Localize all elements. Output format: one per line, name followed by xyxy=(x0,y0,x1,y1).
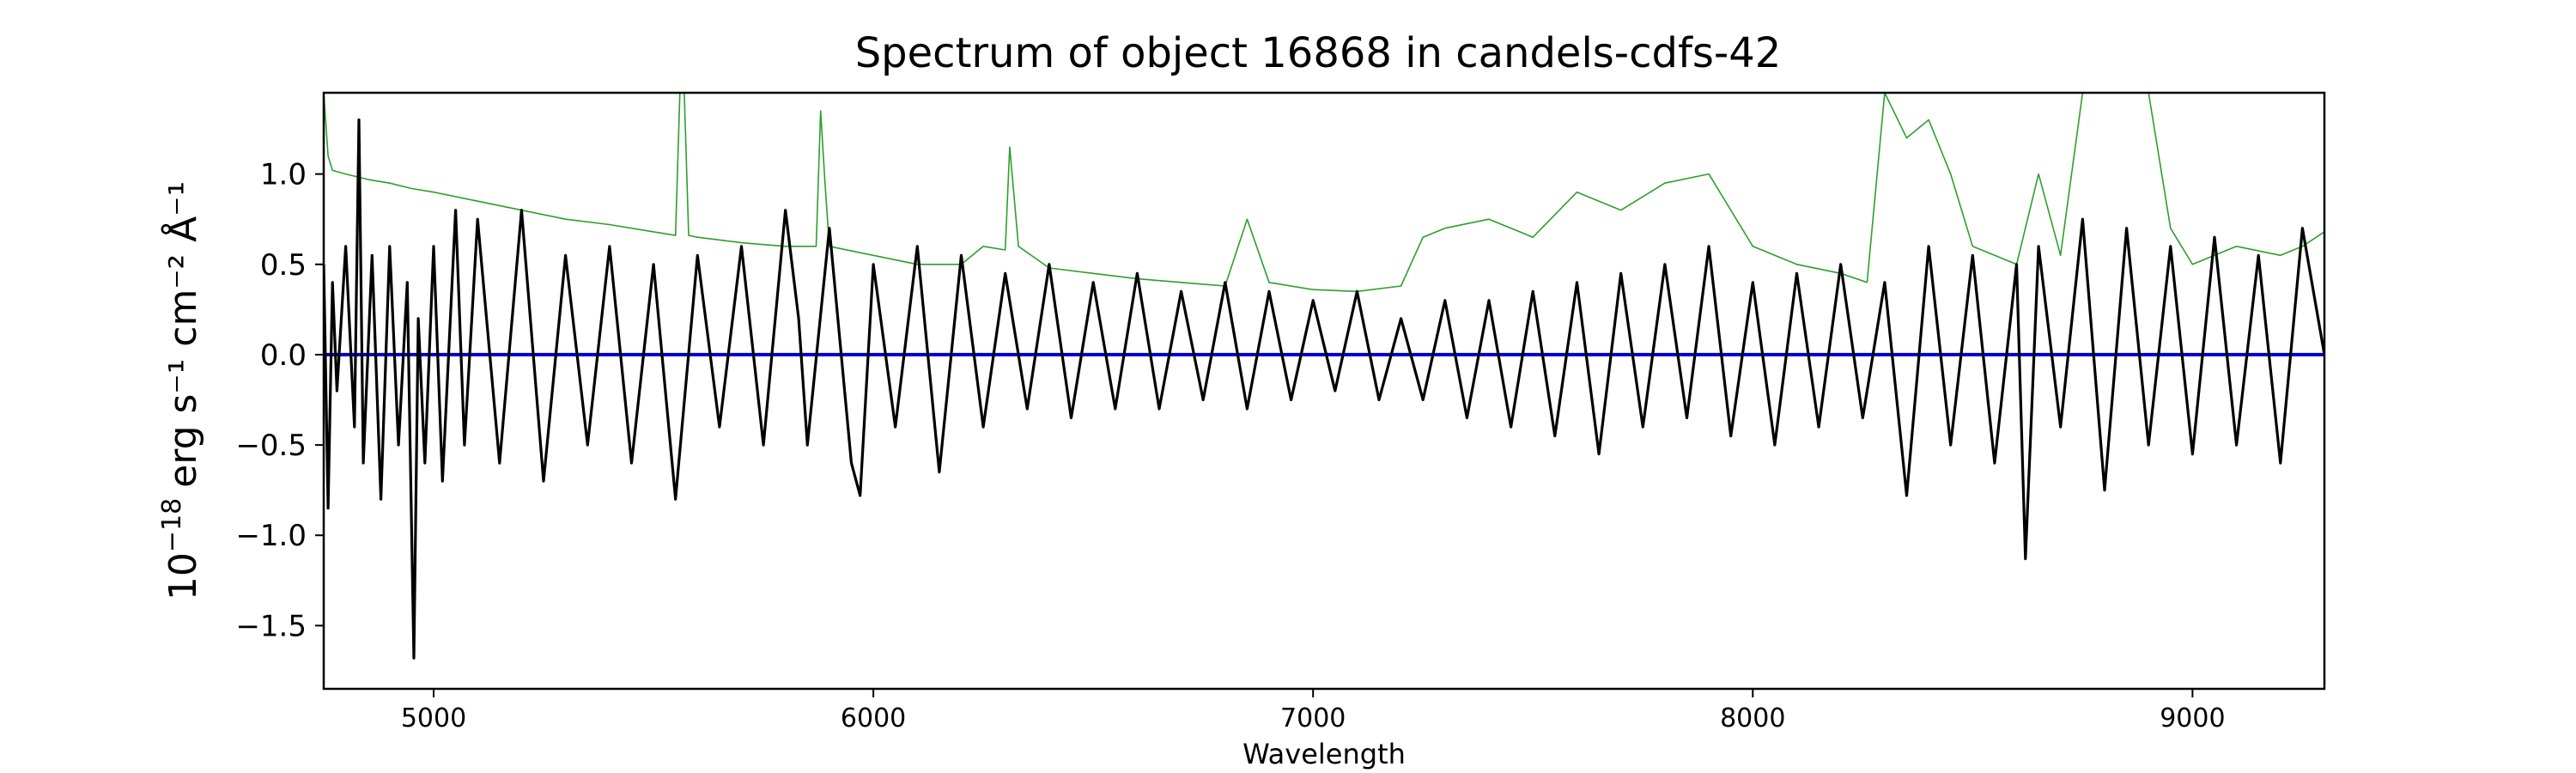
x-tick-label: 7000 xyxy=(1280,703,1346,733)
flux-series-line xyxy=(324,118,2324,660)
x-axis-label: Wavelength xyxy=(1242,738,1406,770)
y-tick-label: 0.5 xyxy=(260,248,307,283)
y-tick-label: 1.0 xyxy=(260,158,307,192)
y-tick-label: −1.0 xyxy=(235,519,307,553)
y-axis-label-exponent: −18 xyxy=(157,498,187,552)
error-series-line xyxy=(324,93,2324,293)
y-axis-label: 10−18 erg s⁻¹ cm⁻² Å⁻¹ xyxy=(157,181,205,600)
x-tick-label: 8000 xyxy=(1720,703,1785,733)
x-tick-label: 9000 xyxy=(2160,703,2225,733)
y-tick-label: −0.5 xyxy=(235,429,307,463)
plot-area xyxy=(324,93,2324,660)
x-tick-label: 5000 xyxy=(401,703,466,733)
y-tick-label: 0.0 xyxy=(260,338,307,373)
y-axis: −1.5 −1.0 −0.5 0.0 0.5 1.0 xyxy=(235,158,324,643)
y-tick-label: −1.5 xyxy=(235,609,307,643)
y-axis-label-base: 10 xyxy=(161,552,205,600)
x-tick-label: 6000 xyxy=(841,703,906,733)
x-axis: 5000 6000 7000 8000 9000 xyxy=(401,689,2226,733)
chart-title: Spectrum of object 16868 in candels-cdfs… xyxy=(855,29,1782,77)
y-axis-label-unit: erg s⁻¹ cm⁻² Å⁻¹ xyxy=(160,181,205,488)
axes-frame xyxy=(322,91,2326,691)
